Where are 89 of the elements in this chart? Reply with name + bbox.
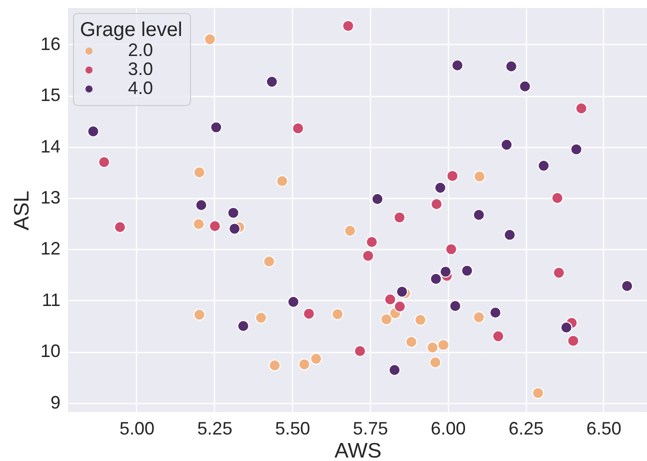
legend-label: 3.0 [128,59,154,79]
point [266,76,278,88]
point [332,308,344,320]
legend-title: Grage level [80,19,182,41]
point [504,228,516,241]
point [192,218,205,230]
point [204,33,216,46]
point [505,60,518,72]
point [287,296,300,308]
point [384,293,396,306]
point [552,266,565,279]
point [310,352,322,365]
point [414,314,426,326]
x-tick-label: 6.00 [430,418,466,438]
x-tick-label: 5.50 [275,418,310,438]
point [518,80,531,92]
point [449,300,462,312]
x-tick-label: 6.25 [508,418,544,438]
y-tick-label: 15 [40,85,60,106]
point [263,255,276,268]
point [426,342,438,354]
point [575,102,588,114]
point [388,364,401,376]
point [394,211,406,224]
point [434,182,446,194]
x-tick-label: 5.25 [197,418,232,438]
point [551,192,564,204]
point [621,280,634,292]
point [380,313,392,326]
legend-label: 4.0 [128,78,154,98]
y-tick-label: 12 [40,238,60,259]
point [474,170,486,182]
point [538,160,550,172]
point [268,359,281,372]
point [292,122,304,134]
x-tick-label: 5.75 [352,418,388,438]
y-tick-label: 16 [40,34,60,54]
point [98,156,110,168]
point [366,236,378,248]
point [461,264,474,277]
point [302,308,315,320]
point [446,170,458,182]
point [394,300,406,312]
y-axis-title: ASL [10,190,34,230]
y-tick-label: 14 [40,136,60,156]
x-tick-label: 5.00 [119,418,155,438]
point [429,356,442,368]
point [500,138,513,151]
point [210,121,222,134]
point [276,175,288,188]
point [114,221,126,234]
y-tick-label: 13 [40,187,60,208]
point [472,311,485,324]
x-tick-label: 6.50 [586,418,622,438]
point [396,286,408,298]
y-tick-label: 11 [42,290,60,310]
y-tick-label: 10 [40,341,60,362]
point [195,199,208,212]
point [208,220,221,232]
point [489,306,502,319]
point [342,20,354,32]
point [437,338,450,351]
point [87,125,100,138]
x-axis-title: AWS [334,440,382,461]
point [451,59,464,72]
point [344,224,356,237]
point [193,166,206,178]
y-tick-label: 9 [50,392,60,412]
point [560,322,572,334]
point [405,336,418,348]
point [255,312,267,324]
point [532,387,544,400]
point [362,250,374,262]
point [298,358,310,370]
point [354,345,366,358]
point [492,330,504,342]
point [445,243,458,256]
point [570,143,582,156]
point [472,208,485,221]
point [228,222,241,235]
point [193,308,206,321]
point [567,334,580,347]
point [440,266,452,278]
point [227,206,240,219]
point [237,320,250,332]
point [371,193,384,205]
legend-label: 2.0 [128,40,154,60]
point [430,198,443,210]
point [430,272,442,285]
